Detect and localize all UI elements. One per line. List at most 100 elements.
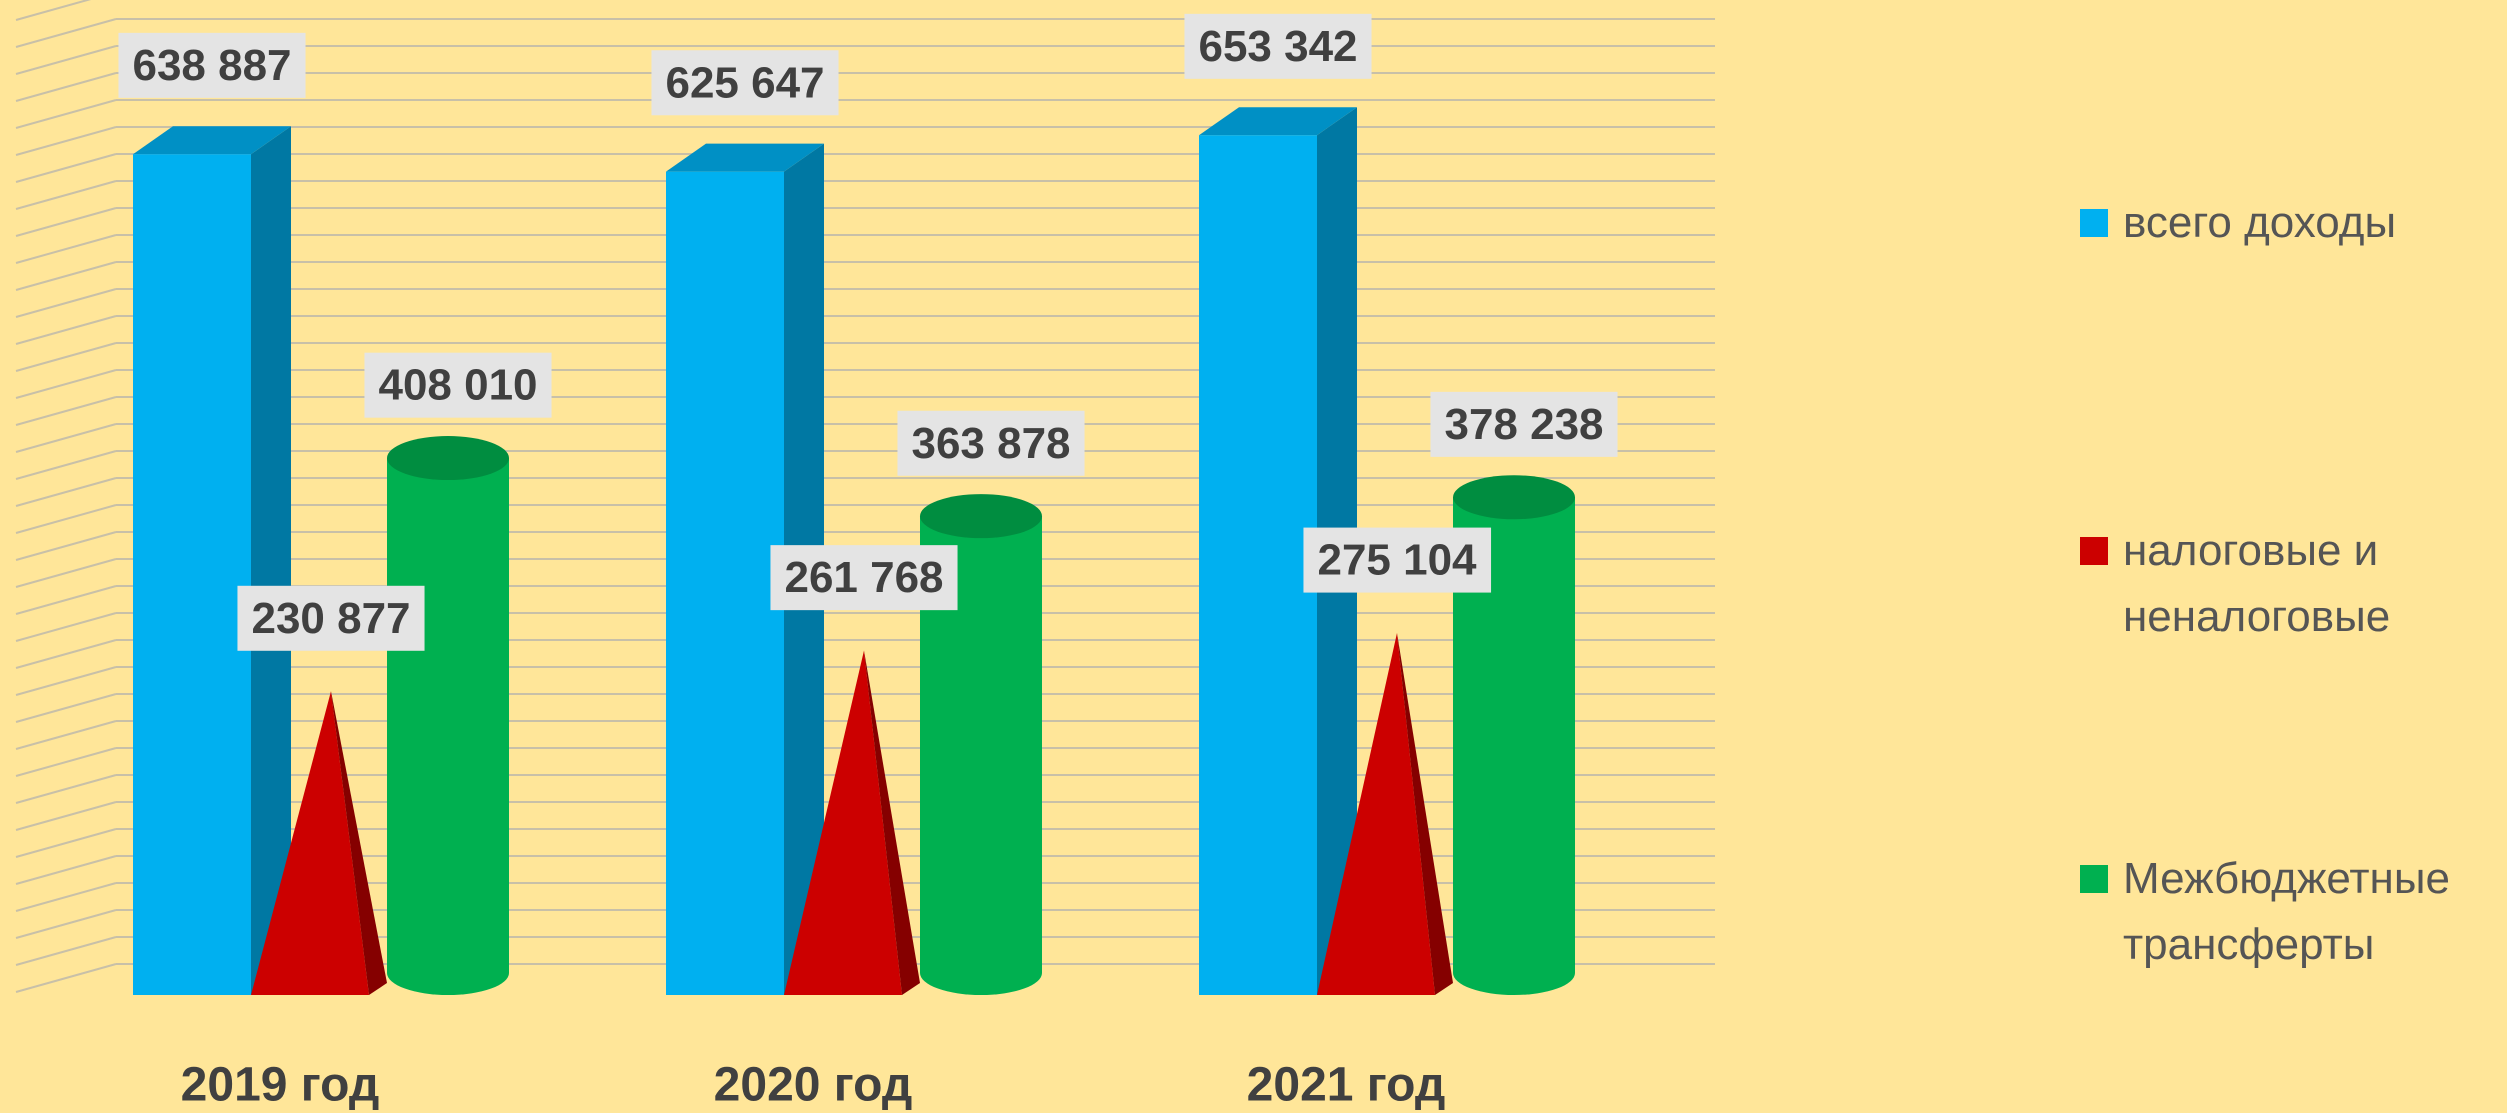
grid-line	[15, 342, 117, 372]
legend-label: Межбюджетные трансферты	[2123, 854, 2450, 969]
data-label: 638 887	[118, 32, 306, 98]
cone-side	[331, 691, 387, 995]
grid-line	[15, 99, 117, 129]
grid-line	[15, 207, 117, 237]
data-label-box	[118, 32, 306, 98]
data-label-box	[1184, 13, 1372, 79]
bar-top	[1199, 107, 1357, 136]
data-label-text: 638 887	[132, 41, 291, 90]
grid-line	[15, 18, 117, 48]
legend-item: Межбюджетные трансферты	[2080, 846, 2480, 978]
grid-line	[15, 396, 117, 426]
legend-item: всего доходы	[2080, 190, 2480, 256]
data-label: 261 768	[770, 545, 958, 611]
cylinder-top	[387, 436, 509, 481]
x-tick-label: 2019 год	[181, 1059, 380, 1112]
grid-line	[15, 855, 117, 885]
cone	[251, 691, 387, 995]
data-label-box	[651, 50, 839, 116]
data-label-box	[897, 410, 1085, 476]
grid-line	[15, 180, 117, 210]
cylinder	[387, 436, 509, 995]
bar-side	[251, 126, 291, 995]
grid-line	[15, 45, 117, 75]
grid-line	[15, 0, 92, 21]
data-label-box	[1303, 527, 1492, 593]
legend-label: налоговые и неналоговые	[2123, 526, 2391, 641]
data-label: 275 104	[1303, 527, 1492, 593]
cone	[784, 650, 920, 995]
data-label-text: 408 010	[378, 361, 537, 410]
cone-side	[864, 650, 920, 995]
legend-swatch	[2080, 209, 2108, 237]
grid-line	[15, 585, 117, 615]
bar-front	[666, 171, 784, 995]
data-label: 230 877	[237, 585, 425, 651]
x-tick-label: 2021 год	[1247, 1059, 1446, 1112]
data-label-text: 261 768	[784, 553, 943, 602]
grid-line	[15, 612, 117, 642]
data-label: 653 342	[1184, 13, 1372, 79]
cylinder-body	[1453, 497, 1575, 995]
grid-line	[15, 477, 117, 507]
cone	[1317, 632, 1453, 995]
cone-front	[251, 691, 369, 995]
grid-line	[15, 153, 117, 183]
data-label-text: 230 877	[251, 594, 410, 643]
grid-line	[15, 558, 117, 588]
bar-top	[666, 143, 824, 172]
x-tick-label: 2020 год	[714, 1059, 913, 1112]
grid-line	[15, 693, 117, 723]
data-label-text: 363 878	[911, 419, 1070, 468]
bar-front	[133, 154, 251, 995]
grid-line	[15, 936, 117, 966]
cylinder-top	[1453, 475, 1575, 520]
data-label-text: 378 238	[1444, 400, 1603, 449]
bar	[133, 126, 291, 995]
data-label-box	[237, 585, 425, 651]
grid-line	[15, 450, 117, 480]
grid-line	[15, 126, 117, 156]
cylinder	[920, 494, 1042, 995]
grid-line	[15, 504, 117, 534]
cone-side	[1397, 632, 1453, 995]
legend-item: налоговые и неналоговые	[2080, 518, 2480, 650]
grid-line	[15, 801, 117, 831]
data-label-text: 625 647	[665, 58, 824, 107]
grid-line	[15, 747, 117, 777]
grid-line	[15, 963, 117, 993]
grid-line	[15, 882, 117, 912]
grid-line	[15, 720, 117, 750]
grid-line	[15, 261, 117, 291]
legend-swatch	[2080, 865, 2108, 893]
grid-line	[15, 234, 117, 264]
bar-front	[1199, 135, 1317, 996]
bar-top	[133, 126, 291, 155]
data-label-box	[770, 545, 958, 611]
cylinder-top	[920, 494, 1042, 539]
data-label-text: 275 104	[1317, 536, 1477, 585]
data-label-box	[364, 352, 552, 418]
data-label: 625 647	[651, 50, 839, 116]
grid-line	[15, 909, 117, 939]
grid-line	[15, 666, 117, 696]
cone-front	[784, 650, 902, 995]
grid-line	[15, 423, 117, 453]
grid-line	[15, 828, 117, 858]
data-label-box	[1430, 391, 1618, 457]
legend-swatch	[2080, 537, 2108, 565]
grid-line	[15, 315, 117, 345]
grid-line	[15, 288, 117, 318]
legend-label: всего доходы	[2123, 198, 2397, 247]
grid-line	[15, 369, 117, 399]
grid-line	[15, 774, 117, 804]
grid-line	[15, 531, 117, 561]
grid-line	[15, 639, 117, 669]
data-label: 363 878	[897, 410, 1085, 476]
cone-front	[1317, 632, 1435, 995]
cylinder-body	[920, 516, 1042, 995]
data-label: 378 238	[1430, 391, 1618, 457]
data-label-text: 653 342	[1198, 22, 1357, 71]
